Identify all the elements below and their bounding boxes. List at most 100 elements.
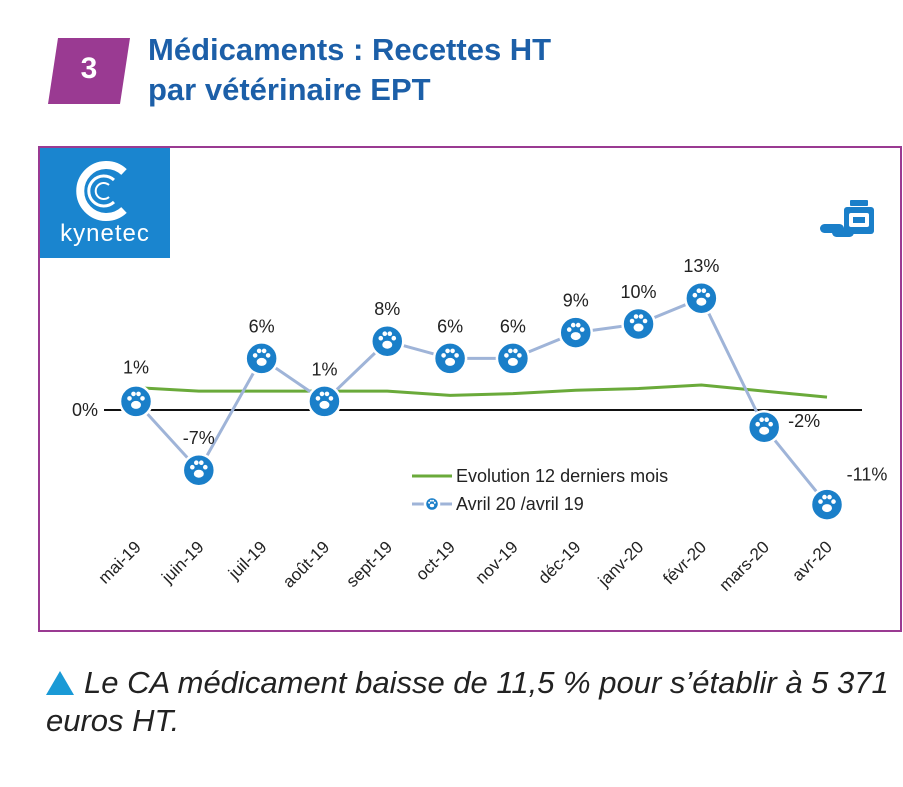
- paw-toe-icon: [252, 353, 258, 358]
- paw-toe-icon: [827, 494, 832, 500]
- paw-toe-icon: [818, 499, 823, 504]
- paw-toe-icon: [203, 464, 208, 470]
- paw-toe-icon: [378, 335, 384, 341]
- paw-toe-icon: [432, 499, 435, 502]
- paw-toe-icon: [629, 318, 635, 324]
- data-label-juil-19: 6%: [249, 316, 275, 336]
- paw-toe-icon: [319, 391, 325, 397]
- data-label-juin-19: -7%: [183, 428, 215, 448]
- paw-toe-icon: [705, 292, 711, 298]
- paw-toe-icon: [822, 494, 827, 500]
- x-tick-label-juil-19: juil-19: [224, 537, 270, 583]
- x-tick-label-févr-20: févr-20: [659, 537, 710, 588]
- paw-toe-icon: [633, 314, 639, 319]
- kynetec-c-logo-icon: [76, 161, 127, 221]
- paw-pad-icon: [445, 357, 456, 366]
- paw-toe-icon: [382, 331, 388, 336]
- paw-toe-icon: [315, 396, 321, 401]
- paw-toe-icon: [504, 353, 509, 358]
- paw-pad-icon: [633, 323, 644, 332]
- legend-label-evolution-12-mois: Evolution 12 derniers mois: [456, 466, 668, 486]
- paw-pad-icon: [429, 503, 435, 508]
- paw-toe-icon: [131, 391, 136, 397]
- medicine-pills-icon: [820, 200, 874, 237]
- paw-toe-icon: [429, 499, 432, 502]
- data-label-sept-19: 8%: [374, 299, 400, 319]
- x-tick-label-janv-20: janv-20: [594, 537, 648, 591]
- title-line-1: Médicaments : Recettes HT: [148, 32, 552, 67]
- paw-toe-icon: [265, 353, 271, 358]
- paw-toe-icon: [579, 327, 585, 332]
- paw-toe-icon: [441, 353, 446, 358]
- badge-shape: [48, 38, 130, 104]
- paw-toe-icon: [190, 464, 195, 470]
- paw-toe-icon: [140, 396, 145, 401]
- paw-pad-icon: [193, 469, 204, 478]
- paw-toe-icon: [127, 396, 132, 401]
- x-tick-label-mars-20: mars-20: [715, 537, 773, 595]
- x-tick-label-nov-19: nov-19: [472, 537, 522, 587]
- paw-toe-icon: [387, 331, 393, 336]
- paw-toe-icon: [517, 353, 522, 358]
- data-label-janv-20: 10%: [621, 282, 657, 302]
- paw-toe-icon: [755, 421, 760, 427]
- chart-panel: kynetec 0% 1% -7% 6% 1% 8% 6% 6% 9% 10% 13% -2% -11%…: [38, 146, 902, 632]
- x-tick-label-août-19: août-19: [279, 537, 333, 591]
- paw-toe-icon: [831, 499, 836, 504]
- paw-toe-icon: [391, 335, 397, 341]
- paw-pad-icon: [507, 357, 518, 366]
- data-label-août-19: 1%: [311, 359, 337, 379]
- paw-toe-icon: [136, 391, 141, 397]
- triangle-icon: [46, 671, 74, 695]
- kynetec-logo: kynetec: [40, 148, 170, 258]
- paw-pad-icon: [696, 297, 707, 306]
- data-label-oct-19: 6%: [437, 316, 463, 336]
- caption-text: Le CA médicament baisse de 11,5 % pour s…: [46, 665, 889, 738]
- paw-toe-icon: [328, 396, 334, 401]
- paw-pad-icon: [822, 504, 832, 513]
- paw-toe-icon: [508, 348, 513, 354]
- paw-pad-icon: [759, 426, 770, 435]
- section-number: 3: [80, 52, 98, 85]
- logo-text: kynetec: [60, 220, 150, 247]
- data-label-avr-20: -11%: [847, 465, 888, 485]
- page-title: Médicaments : Recettes HT par vétérinair…: [148, 30, 551, 110]
- section-number-badge: 3: [48, 38, 130, 104]
- x-tick-label-oct-19: oct-19: [412, 537, 459, 584]
- series-line-avril: [134, 296, 829, 506]
- paw-pad-icon: [319, 400, 330, 409]
- x-tick-label-juin-19: juin-19: [157, 537, 207, 587]
- paw-pad-icon: [382, 340, 393, 349]
- paw-toe-icon: [764, 417, 769, 423]
- paw-toe-icon: [454, 353, 459, 358]
- paw-toe-icon: [575, 322, 581, 328]
- paw-toe-icon: [566, 327, 572, 332]
- paw-toe-icon: [692, 292, 698, 298]
- title-line-2: par vétérinaire EPT: [148, 72, 431, 107]
- paw-toe-icon: [194, 460, 199, 466]
- paw-toe-icon: [638, 314, 644, 319]
- paw-toe-icon: [256, 348, 262, 354]
- x-tick-label-avr-20: avr-20: [788, 537, 836, 585]
- legend-label-avril: Avril 20 /avril 19: [456, 494, 584, 514]
- paw-toe-icon: [696, 288, 702, 293]
- data-label-déc-19: 9%: [563, 291, 589, 311]
- paw-toe-icon: [324, 391, 330, 397]
- data-label-févr-20: 13%: [683, 256, 719, 276]
- data-label-nov-19: 6%: [500, 316, 526, 336]
- paw-toe-icon: [768, 421, 773, 427]
- paw-toe-icon: [450, 348, 455, 354]
- paw-toe-icon: [261, 348, 267, 354]
- x-tick-label-mai-19: mai-19: [95, 537, 145, 587]
- zero-axis-label: 0%: [72, 400, 98, 420]
- series-line-evolution-12-mois: [135, 383, 828, 399]
- paw-toe-icon: [428, 501, 431, 504]
- x-tick-label-sept-19: sept-19: [343, 537, 397, 591]
- paw-toe-icon: [513, 348, 518, 354]
- paw-toe-icon: [642, 318, 648, 324]
- chart-svg: 0%1%-7%6%1%8%6% 6%9% 10%13%-2%-11%mai-19 ju…: [72, 256, 888, 595]
- paw-pad-icon: [131, 400, 141, 409]
- paw-toe-icon: [433, 501, 436, 504]
- paw-pad-icon: [256, 357, 267, 366]
- caption: Le CA médicament baisse de 11,5 % pour s…: [46, 664, 896, 740]
